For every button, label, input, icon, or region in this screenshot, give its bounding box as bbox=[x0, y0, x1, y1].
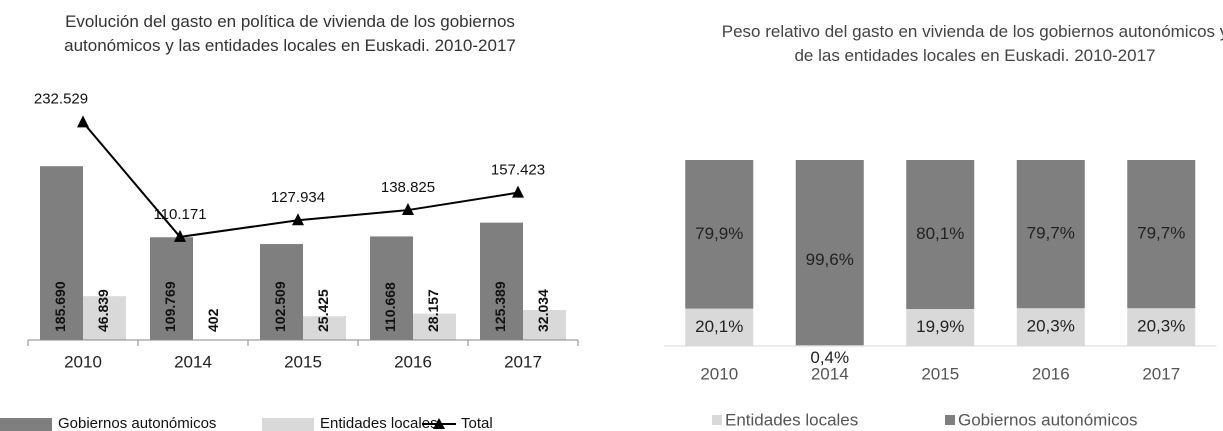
data-label: 125.389 bbox=[492, 281, 508, 332]
line-marker bbox=[402, 203, 414, 216]
legend-swatch bbox=[712, 415, 722, 425]
bar-segment bbox=[906, 160, 975, 309]
data-label: 157.423 bbox=[491, 162, 545, 179]
x-tick-label: 2017 bbox=[1142, 364, 1180, 383]
x-tick-label: 2017 bbox=[504, 352, 542, 371]
data-label: 109.769 bbox=[162, 281, 178, 332]
legend-swatch bbox=[0, 418, 52, 431]
line-marker bbox=[174, 229, 186, 242]
x-tick-label: 2016 bbox=[1032, 364, 1070, 383]
bar-segment bbox=[1127, 308, 1196, 346]
chart-title: Peso relativo del gasto en vivienda de l… bbox=[721, 22, 1223, 65]
bar bbox=[40, 166, 83, 340]
data-label: 25.425 bbox=[315, 289, 331, 332]
x-tick-label: 2010 bbox=[700, 364, 738, 383]
x-tick-label: 2010 bbox=[64, 352, 102, 371]
bar bbox=[260, 244, 303, 340]
legend-label: Entidades locales bbox=[725, 410, 858, 429]
line-marker bbox=[512, 185, 524, 198]
bar-segment bbox=[1016, 160, 1085, 309]
data-label: 102.509 bbox=[272, 281, 288, 332]
data-label: 185.690 bbox=[52, 281, 68, 332]
bar-segment bbox=[1016, 308, 1085, 346]
x-tick-label: 2015 bbox=[284, 352, 322, 371]
bar bbox=[523, 310, 566, 340]
line-marker bbox=[77, 115, 89, 128]
legend-swatch bbox=[945, 415, 955, 425]
data-label: 99,6% bbox=[806, 250, 854, 269]
bar bbox=[480, 222, 523, 340]
bar bbox=[413, 313, 456, 340]
data-label: 110.668 bbox=[382, 282, 398, 332]
x-tick-label: 2015 bbox=[921, 364, 959, 383]
bar-segment bbox=[795, 160, 864, 346]
data-label: 127.934 bbox=[271, 189, 325, 206]
x-tick-label: 2014 bbox=[174, 352, 212, 371]
bar-segment bbox=[906, 308, 975, 346]
legend-label: Entidades locales bbox=[320, 415, 438, 431]
bar bbox=[83, 296, 126, 340]
bar bbox=[150, 237, 193, 340]
legend-marker bbox=[433, 418, 445, 429]
data-label: 32.034 bbox=[535, 289, 551, 332]
data-label: 110.171 bbox=[153, 206, 206, 223]
data-label: 80,1% bbox=[916, 224, 964, 243]
data-label: 20,3% bbox=[1137, 317, 1185, 336]
data-label: 232.529 bbox=[34, 90, 88, 107]
chart-title: Evolución del gasto en política de vivie… bbox=[64, 12, 516, 55]
bar bbox=[370, 236, 413, 340]
data-label: 20,3% bbox=[1027, 317, 1075, 336]
legend-label: Total bbox=[461, 415, 493, 431]
data-label: 46.839 bbox=[95, 289, 111, 332]
legend-label: Gobiernos autonómicos bbox=[58, 415, 216, 431]
bar-segment bbox=[1127, 160, 1196, 309]
data-label: 28.157 bbox=[425, 289, 441, 332]
x-tick-label: 2016 bbox=[394, 352, 432, 371]
bar-segment bbox=[685, 308, 754, 346]
legend-label: Gobiernos autonómicos bbox=[958, 410, 1138, 429]
data-label: 79,7% bbox=[1027, 224, 1075, 243]
data-label: 19,9% bbox=[916, 317, 964, 336]
data-label: 20,1% bbox=[695, 317, 743, 336]
data-label: 79,9% bbox=[695, 224, 743, 243]
line-marker bbox=[292, 213, 304, 226]
bar-segment bbox=[685, 160, 754, 309]
x-tick-label: 2014 bbox=[811, 364, 849, 383]
data-label: 0,4% bbox=[810, 348, 849, 367]
legend-swatch bbox=[262, 418, 314, 431]
bar bbox=[303, 316, 346, 340]
data-label: 402 bbox=[205, 308, 221, 332]
data-label: 79,7% bbox=[1137, 224, 1185, 243]
data-label: 138.825 bbox=[381, 179, 435, 196]
